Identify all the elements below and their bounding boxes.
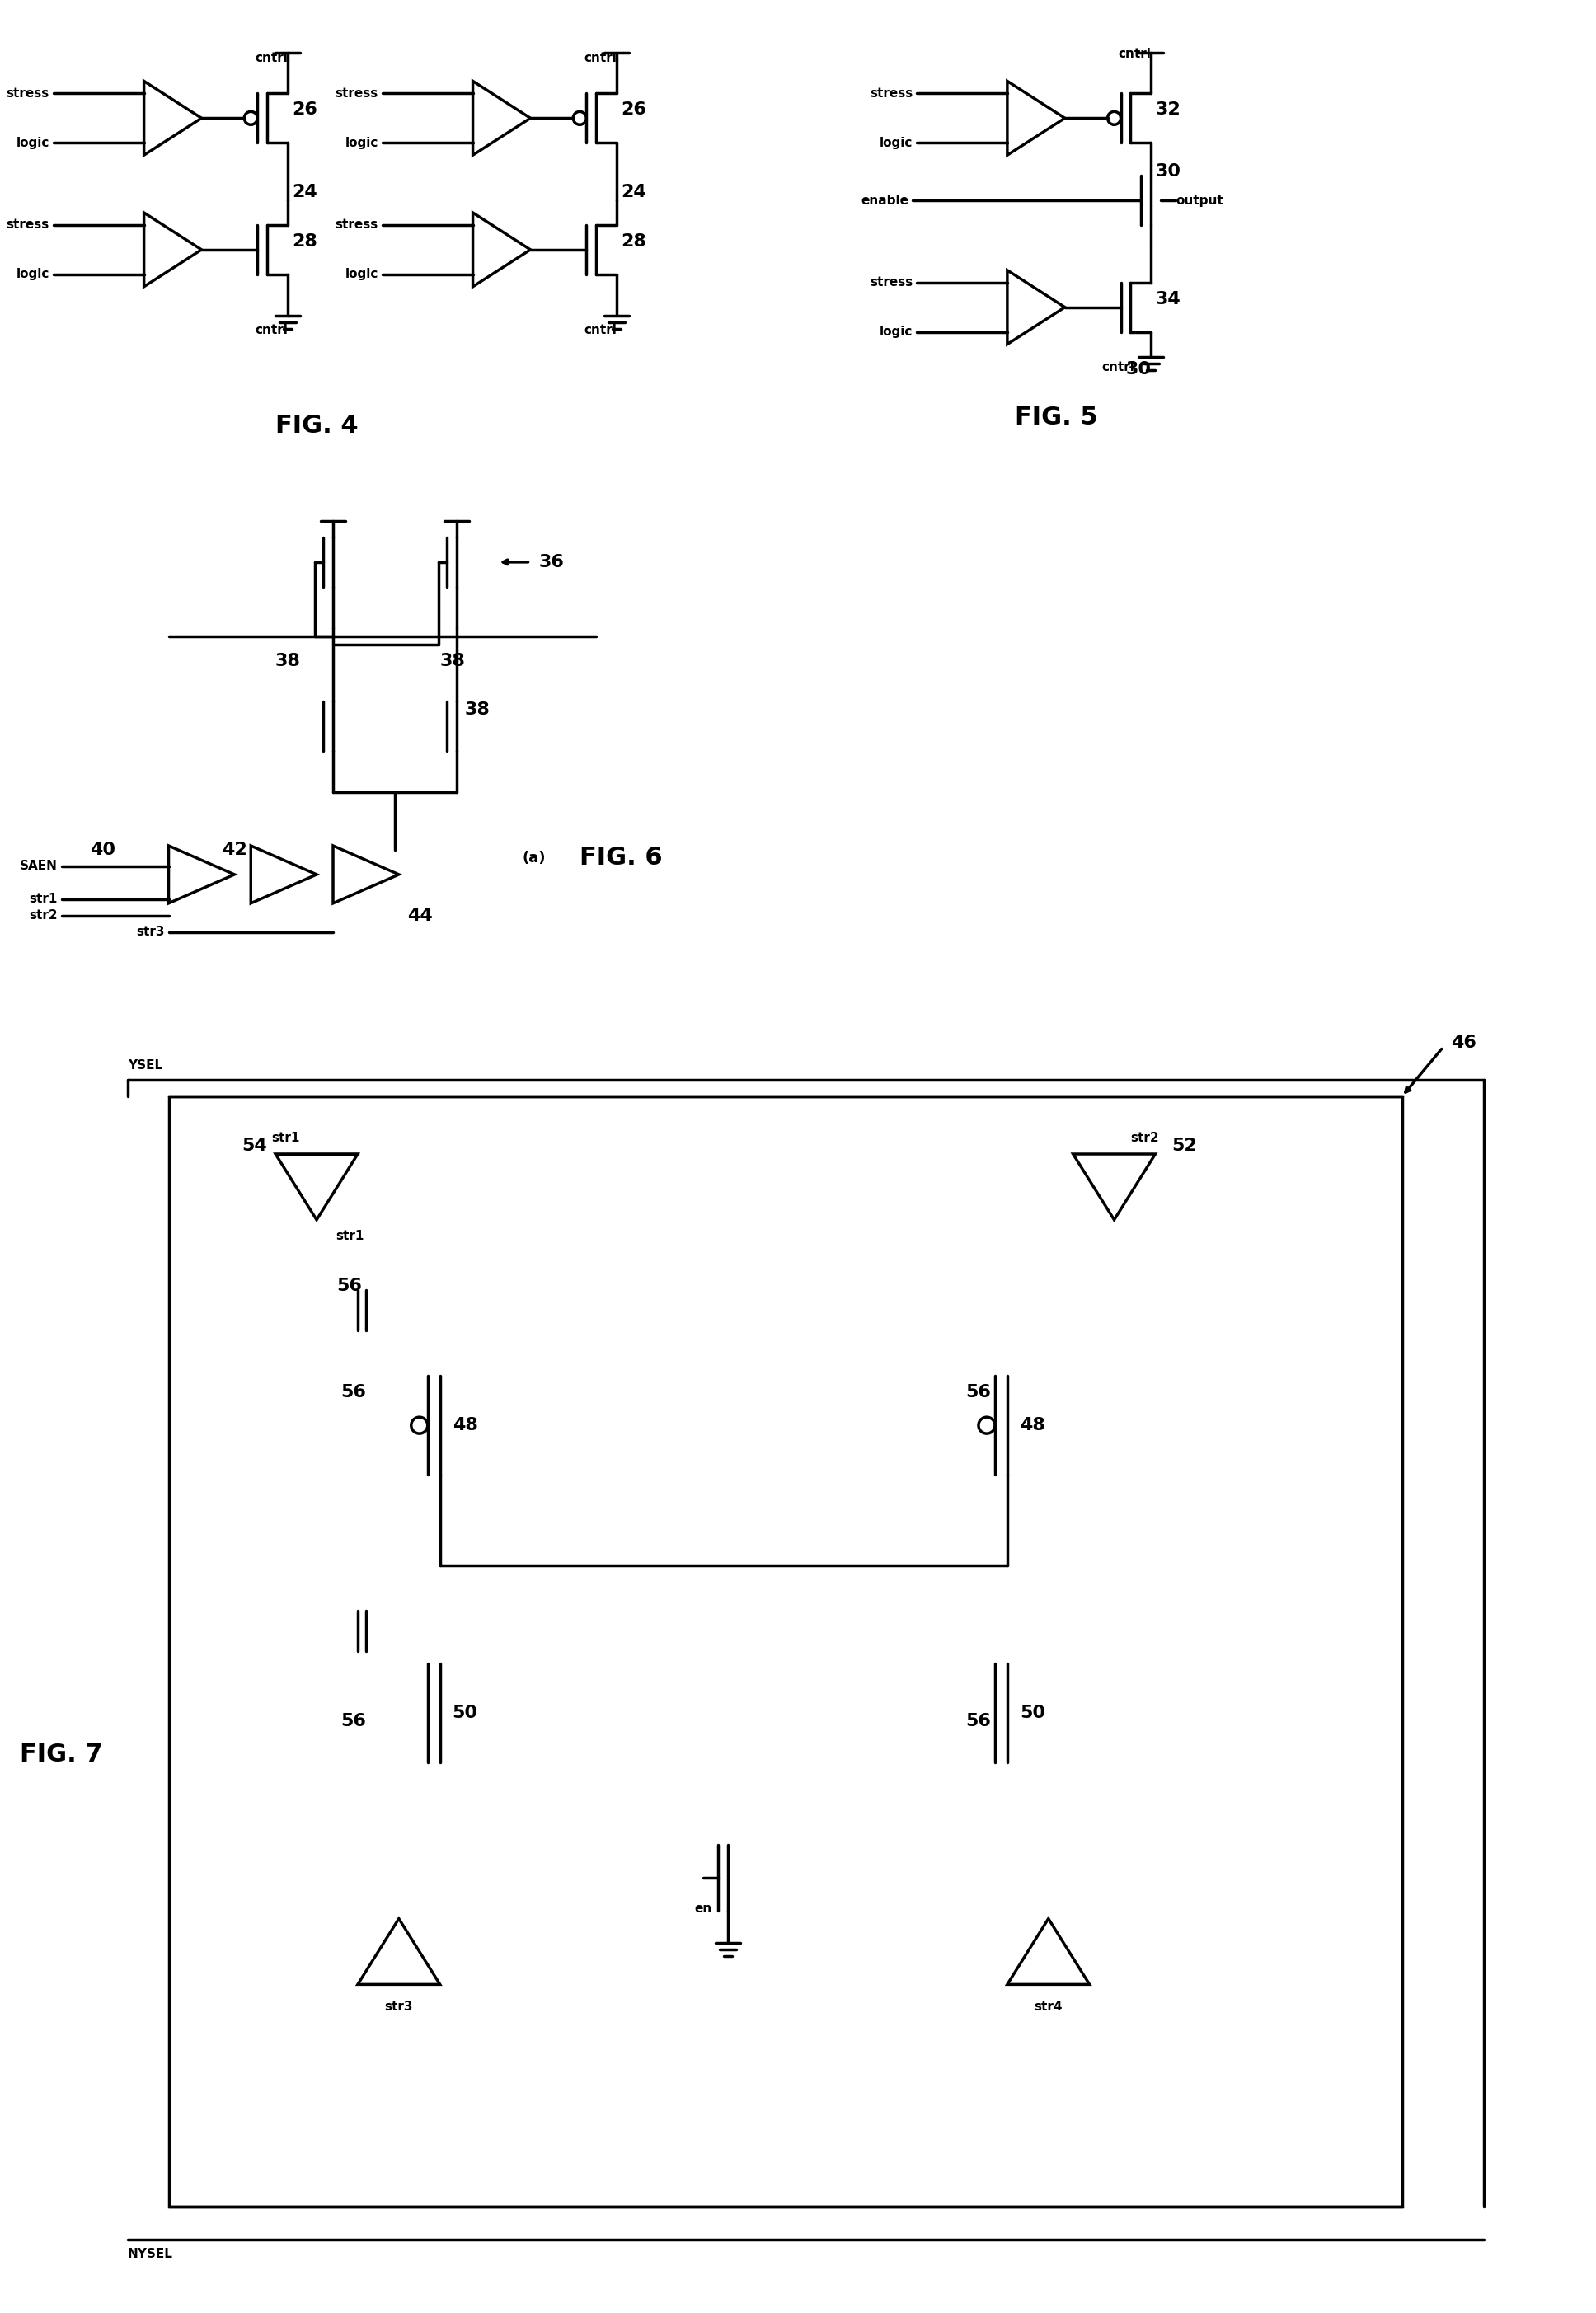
Text: 48: 48	[1020, 1418, 1045, 1434]
Text: stress: stress	[6, 220, 49, 231]
Text: logic: logic	[879, 136, 913, 148]
Text: str3: str3	[385, 2001, 413, 2012]
Text: 38: 38	[440, 652, 466, 668]
Text: cntrl: cntrl	[584, 324, 616, 335]
Text: 40: 40	[89, 842, 115, 858]
Text: logic: logic	[16, 136, 49, 148]
Text: FIG. 7: FIG. 7	[21, 1742, 102, 1767]
Text: en: en	[694, 1901, 712, 1915]
Text: cntrl: cntrl	[1119, 49, 1151, 60]
Text: 32: 32	[1156, 102, 1181, 118]
Text: 56: 56	[966, 1714, 991, 1730]
Text: str2: str2	[29, 909, 57, 923]
Text: 26: 26	[292, 102, 318, 118]
Text: stress: stress	[335, 88, 378, 99]
Text: 26: 26	[621, 102, 646, 118]
Text: NYSEL: NYSEL	[128, 2248, 172, 2260]
Text: str2: str2	[1130, 1131, 1159, 1143]
Text: 54: 54	[243, 1138, 267, 1154]
Text: stress: stress	[870, 88, 913, 99]
Text: 28: 28	[292, 234, 318, 250]
Text: str1: str1	[271, 1131, 300, 1143]
Text: YSEL: YSEL	[128, 1059, 163, 1071]
Text: 44: 44	[407, 907, 433, 923]
Text: logic: logic	[879, 326, 913, 338]
Text: 24: 24	[621, 183, 646, 201]
Text: str1: str1	[335, 1231, 364, 1242]
Text: 52: 52	[1171, 1138, 1197, 1154]
Text: cntrl: cntrl	[584, 53, 616, 65]
Text: logic: logic	[345, 268, 378, 280]
Text: 56: 56	[337, 1277, 362, 1293]
Text: str3: str3	[136, 925, 164, 939]
Text: 50: 50	[1020, 1705, 1045, 1721]
Text: FIG. 5: FIG. 5	[1015, 405, 1098, 430]
Text: 28: 28	[621, 234, 646, 250]
Text: 56: 56	[340, 1383, 365, 1402]
Text: 38: 38	[464, 701, 490, 719]
Text: logic: logic	[345, 136, 378, 148]
Text: logic: logic	[16, 268, 49, 280]
Text: cntrl: cntrl	[255, 324, 287, 335]
Text: cntrl: cntrl	[1101, 361, 1135, 372]
Text: str1: str1	[29, 893, 57, 904]
Bar	[169, 1096, 1401, 2207]
Text: FIG. 4: FIG. 4	[275, 414, 358, 437]
Text: 30: 30	[1156, 164, 1181, 180]
Text: 48: 48	[452, 1418, 477, 1434]
Text: 34: 34	[1156, 291, 1181, 308]
Text: FIG. 6: FIG. 6	[579, 847, 662, 870]
Text: 56: 56	[340, 1714, 365, 1730]
Text: 36: 36	[538, 553, 563, 571]
Text: stress: stress	[6, 88, 49, 99]
Text: 24: 24	[292, 183, 318, 201]
Text: 46: 46	[1451, 1034, 1476, 1052]
Text: 42: 42	[222, 842, 247, 858]
Text: str4: str4	[1034, 2001, 1063, 2012]
Text: stress: stress	[335, 220, 378, 231]
Text: 56: 56	[966, 1383, 991, 1402]
Text: (a): (a)	[522, 851, 546, 865]
Text: 30: 30	[1127, 361, 1152, 377]
Text: enable: enable	[860, 194, 908, 206]
Text: output: output	[1176, 194, 1224, 206]
Text: 38: 38	[275, 652, 300, 668]
Text: stress: stress	[870, 275, 913, 289]
Text: SAEN: SAEN	[19, 860, 57, 872]
Text: 50: 50	[452, 1705, 477, 1721]
Text: cntrl: cntrl	[255, 53, 287, 65]
